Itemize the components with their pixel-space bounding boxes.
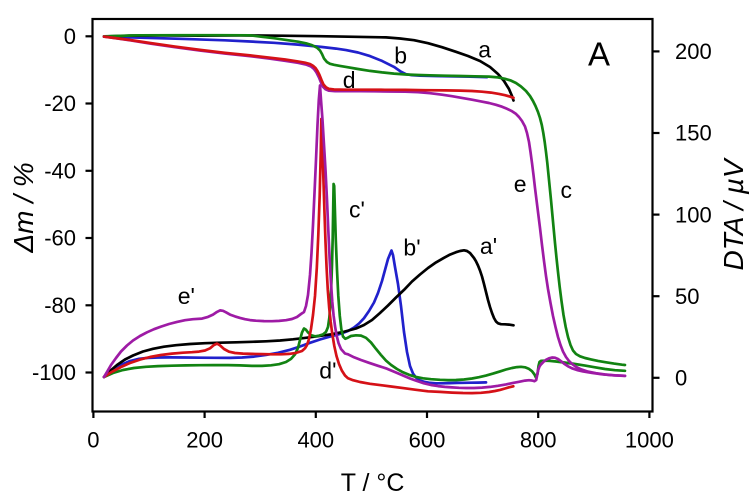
svg-text:200: 200 bbox=[186, 428, 223, 453]
svg-text:0: 0 bbox=[87, 428, 99, 453]
svg-text:800: 800 bbox=[520, 428, 557, 453]
svg-text:0: 0 bbox=[64, 24, 76, 49]
svg-text:b': b' bbox=[403, 235, 420, 261]
svg-text:e': e' bbox=[178, 283, 195, 309]
svg-text:600: 600 bbox=[409, 428, 446, 453]
svg-text:Δm / %: Δm / % bbox=[8, 162, 39, 253]
svg-text:200: 200 bbox=[675, 39, 712, 64]
svg-text:-60: -60 bbox=[44, 226, 76, 251]
svg-text:T / °C: T / °C bbox=[341, 469, 405, 497]
svg-text:-80: -80 bbox=[44, 293, 76, 318]
svg-text:c: c bbox=[561, 177, 573, 203]
svg-text:A: A bbox=[588, 35, 610, 72]
svg-text:a': a' bbox=[480, 233, 497, 259]
svg-text:-40: -40 bbox=[44, 159, 76, 184]
svg-text:b: b bbox=[394, 42, 407, 68]
svg-text:c': c' bbox=[349, 197, 365, 223]
svg-text:50: 50 bbox=[675, 284, 699, 309]
svg-text:0: 0 bbox=[675, 366, 687, 391]
svg-text:1000: 1000 bbox=[625, 428, 674, 453]
svg-text:-20: -20 bbox=[44, 91, 76, 116]
svg-text:e: e bbox=[514, 171, 527, 197]
svg-text:-100: -100 bbox=[32, 360, 76, 385]
svg-text:a: a bbox=[478, 36, 491, 62]
svg-text:d': d' bbox=[319, 358, 336, 384]
svg-text:DTA / µV: DTA / µV bbox=[718, 157, 749, 270]
svg-text:150: 150 bbox=[675, 121, 712, 146]
svg-text:400: 400 bbox=[297, 428, 334, 453]
svg-text:d: d bbox=[343, 67, 356, 93]
svg-text:100: 100 bbox=[675, 202, 712, 227]
